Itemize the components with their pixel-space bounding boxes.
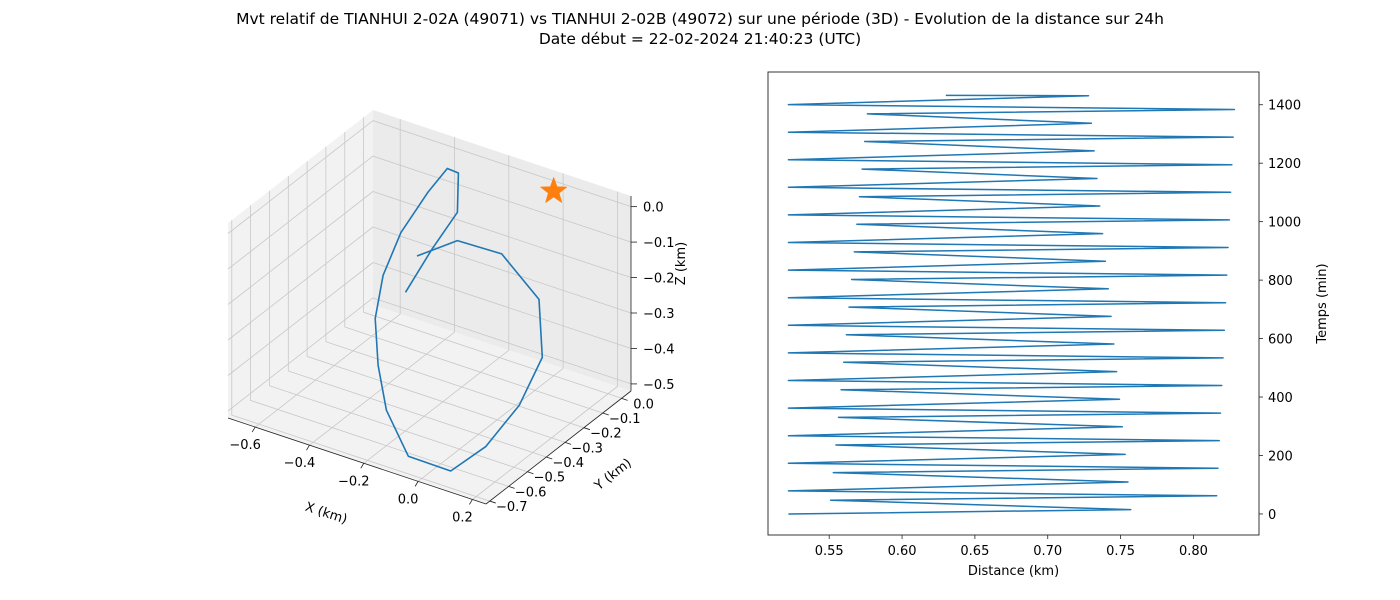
x-axis-label: Distance (km) (968, 564, 1059, 579)
z-gridline (227, 262, 632, 376)
x-tick-label: 0.65 (960, 544, 989, 559)
x-tick-label: −0.6 (229, 438, 261, 453)
y-tick-label: 400 (1268, 391, 1293, 406)
y-tick-label: −0.7 (496, 500, 528, 515)
y-gridline (268, 190, 528, 473)
x-tick-label: 0.60 (888, 544, 917, 559)
y-tick (508, 486, 515, 489)
x-tick-label: −0.2 (338, 474, 370, 489)
x-gridline (309, 137, 455, 446)
x-tick-label: −0.4 (284, 456, 316, 471)
y-tick-label: −0.3 (571, 441, 603, 456)
y-tick (546, 456, 553, 460)
y-tick (621, 397, 628, 401)
y-gridline (325, 146, 585, 429)
x-tick-label: 0.80 (1179, 544, 1208, 559)
y-tick-label: −0.4 (552, 456, 584, 471)
x-axis-line (227, 417, 487, 505)
x-tick-label: 0.75 (1106, 544, 1135, 559)
x-tick-label: 0.0 (398, 492, 419, 507)
y-tick-label: 0.0 (633, 397, 654, 412)
y-gridline (231, 220, 490, 502)
y-tick (527, 471, 534, 475)
z-tick-label: −0.5 (643, 378, 675, 393)
x-axis-label: X (km) (303, 500, 349, 528)
y-tick (583, 427, 591, 431)
y-tick-label: −0.1 (609, 412, 641, 427)
z-tick-label: −0.4 (643, 342, 675, 357)
y-tick (489, 500, 496, 504)
z-gridline (227, 191, 632, 305)
left-pane (228, 110, 373, 418)
trajectory-line (374, 167, 544, 472)
x-tick-label: 0.70 (1033, 544, 1062, 559)
z-gridline (227, 120, 632, 234)
x-gridline (363, 155, 510, 464)
y-tick-label: −0.2 (590, 427, 622, 442)
y-tick-label: 1200 (1268, 157, 1301, 172)
y-axis-label: Y (km) (591, 456, 634, 495)
z-tick-label: −0.3 (643, 307, 675, 322)
z-gridline (227, 226, 632, 341)
z-gridline (227, 297, 632, 412)
distance-series-line (787, 94, 1236, 515)
x-tick-label: 0.55 (815, 544, 844, 559)
x-gridline (472, 191, 618, 500)
x-tick (360, 463, 365, 469)
y-tick-label: 1400 (1268, 99, 1301, 114)
y-gridline (344, 132, 603, 414)
z-axis-label: Z (km) (674, 242, 689, 285)
y-axis-label: Temps (min) (1315, 263, 1330, 344)
x-tick (414, 481, 419, 487)
axes-distance-time: 0.55 0.60 0.65 0.70 0.75 0.80 0 200 400 600 800 100… (767, 71, 1330, 579)
y-tick-label: −0.5 (534, 471, 566, 486)
y-gridline (287, 176, 547, 458)
y-tick-label: 200 (1268, 449, 1293, 464)
x-gridline (417, 173, 564, 482)
x-tick (251, 426, 256, 433)
y-gridline (250, 205, 509, 487)
y-tick (602, 412, 609, 416)
chart-title: Mvt relatif de TIANHUI 2-02A (49071) vs … (236, 10, 1164, 28)
y-tick-label: 600 (1268, 333, 1293, 348)
origin-star-marker (539, 176, 568, 204)
x-tick (469, 499, 473, 505)
x-gridline (254, 119, 401, 428)
z-gridline (227, 155, 632, 270)
x-tick (306, 444, 310, 451)
z-tick-label: 0.0 (643, 201, 664, 216)
chart-subtitle: Date début = 22-02-2024 21:40:23 (UTC) (538, 30, 862, 48)
y-axis-line (485, 390, 632, 505)
x-tick-label: 0.2 (452, 510, 473, 525)
y-tick-label: 0 (1268, 508, 1276, 523)
y-tick-label: −0.6 (515, 485, 547, 500)
z-tick-label: −0.1 (643, 236, 675, 251)
z-tick-label: −0.2 (643, 272, 675, 287)
axes-3d: −0.6−0.4−0.20.00.2−0.7−0.6−0.5−0.4−0.3−0… (227, 110, 689, 528)
y-tick (564, 441, 572, 445)
y-gridline (306, 161, 566, 443)
y-tick-label: 1000 (1268, 216, 1301, 231)
y-tick-label: 800 (1268, 274, 1293, 289)
